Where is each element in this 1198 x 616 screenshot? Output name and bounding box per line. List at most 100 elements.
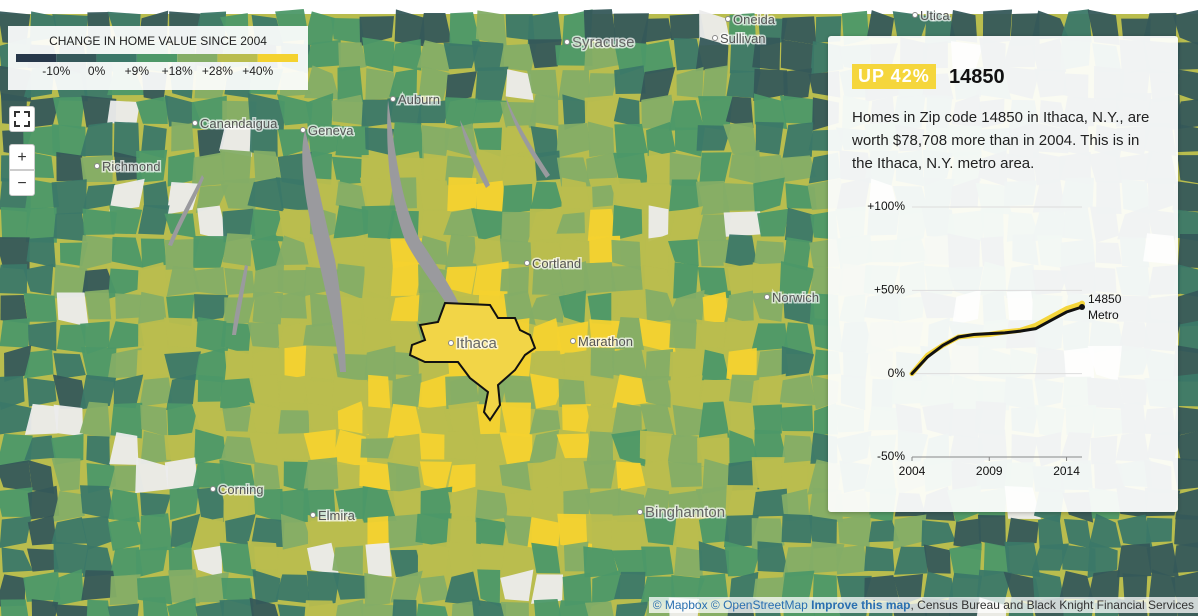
map-region: [361, 99, 395, 128]
map-region: [611, 239, 641, 271]
map-region: [28, 460, 55, 494]
map-region: [303, 429, 336, 464]
map-region: [616, 461, 646, 491]
map-region: [421, 125, 451, 159]
map-region: [614, 317, 645, 350]
map-region: [611, 289, 645, 327]
map-region: [27, 548, 59, 572]
map-region: [108, 465, 145, 492]
map-region: [169, 485, 200, 520]
map-region: [82, 208, 117, 235]
map-region: [113, 374, 144, 409]
map-region: [307, 542, 340, 576]
map-region: [779, 375, 817, 406]
map-region: [836, 544, 868, 575]
map-region: [51, 179, 87, 215]
map-region: [584, 42, 620, 72]
map-region: [191, 401, 227, 437]
map-region: [109, 205, 143, 235]
map-region: [220, 322, 252, 355]
map-region: [82, 268, 117, 294]
map-region: [615, 601, 649, 616]
ithaca-outline[interactable]: [408, 301, 537, 422]
map-region: [51, 124, 86, 157]
map-region: [220, 487, 249, 519]
map-region: [194, 429, 226, 465]
map-region: [611, 265, 645, 292]
map-region: [672, 513, 700, 550]
map-region: [423, 153, 452, 185]
place-label: Utica: [920, 8, 950, 23]
series-label: Metro: [1088, 308, 1119, 322]
map-region: [192, 571, 229, 603]
map-region: [724, 290, 754, 323]
x-tick-label: 2004: [899, 464, 926, 478]
map-region: [4, 345, 32, 382]
legend-swatch: [96, 54, 137, 62]
map-region: [415, 513, 452, 548]
osm-link[interactable]: © OpenStreetMap: [710, 598, 808, 612]
map-region: [479, 543, 508, 575]
map-region: [277, 290, 307, 319]
map-region: [562, 572, 592, 607]
map-region: [107, 603, 140, 616]
map-region: [416, 40, 451, 72]
place-label: Syracuse: [572, 34, 635, 51]
map-region: [558, 600, 593, 616]
place-label: Norwich: [772, 290, 819, 305]
map-region: [277, 604, 306, 616]
fullscreen-button[interactable]: [9, 106, 35, 132]
map-region: [921, 520, 956, 547]
place-label: Richmond: [102, 159, 161, 174]
map-region: [28, 321, 57, 352]
map-region: [587, 208, 618, 241]
map-region: [499, 266, 530, 299]
map-region: [611, 514, 646, 550]
map-region: [639, 487, 669, 515]
map-region: [646, 121, 676, 157]
map-region: [110, 547, 143, 577]
map-region: [696, 125, 732, 151]
map-region: [194, 346, 229, 383]
map-region: [1059, 570, 1094, 599]
map-region: [583, 546, 619, 578]
map-region: [672, 404, 704, 438]
map-region: [1173, 542, 1198, 574]
place-label: Elmira: [318, 508, 356, 523]
mapbox-link[interactable]: © Mapbox: [652, 598, 708, 612]
map-region: [696, 573, 728, 602]
map-region: [475, 457, 508, 487]
zoom-in-button[interactable]: +: [9, 144, 35, 170]
map-region: [531, 485, 564, 521]
map-region: [359, 460, 397, 494]
map-region: [589, 319, 621, 352]
map-region: [977, 515, 1006, 548]
map-region: [337, 401, 369, 435]
map-region: [504, 290, 536, 325]
map-region: [527, 69, 559, 101]
map-region: [222, 406, 252, 432]
map-region: [1087, 541, 1118, 579]
info-panel: UP 42% 14850 Homes in Zip code 14850 in …: [828, 36, 1178, 512]
map-region: [639, 430, 674, 467]
map-region: [53, 353, 86, 380]
place-label: Corning: [218, 482, 264, 497]
map-region: [24, 403, 59, 435]
map-region: [949, 543, 982, 579]
map-region: [1117, 514, 1153, 548]
map-region: [1063, 519, 1092, 549]
map-region: [583, 9, 618, 47]
map-region: [107, 321, 145, 350]
improve-link[interactable]: Improve this map: [811, 598, 911, 612]
map-region: [167, 151, 197, 187]
map-region: [1172, 373, 1198, 407]
map-region: [53, 541, 89, 574]
map-region: [333, 513, 369, 547]
map-region: [445, 375, 480, 409]
map-region: [723, 211, 761, 237]
map-region: [0, 433, 33, 466]
map-region: [331, 429, 368, 466]
map-region: [196, 317, 227, 354]
zoom-out-button[interactable]: −: [9, 170, 35, 196]
